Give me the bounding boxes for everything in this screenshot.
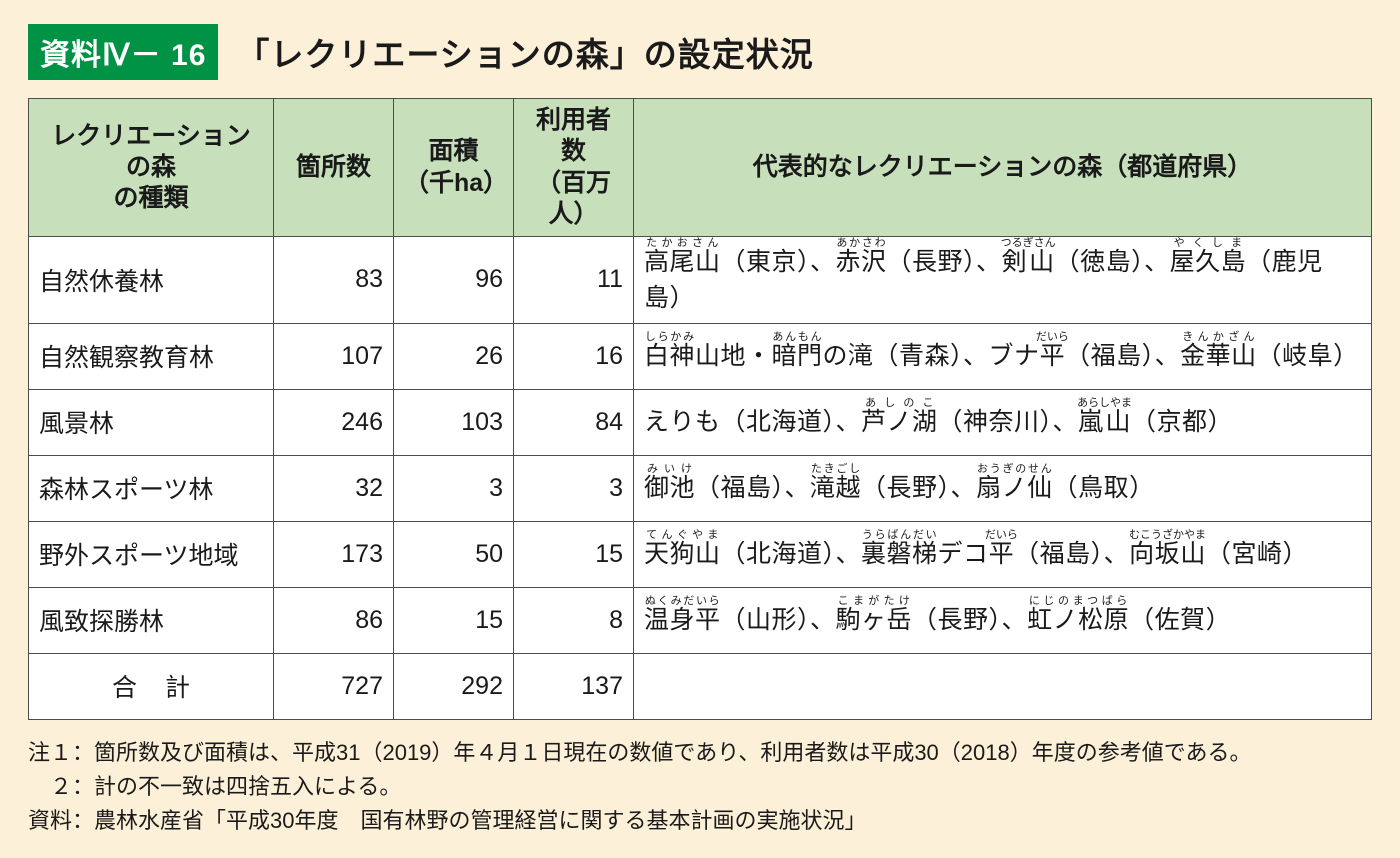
cell-type: 風致探勝林 <box>29 587 274 653</box>
cell-total-count: 727 <box>274 653 394 719</box>
cell-count: 86 <box>274 587 394 653</box>
cell-users: 8 <box>514 587 634 653</box>
heading-title: 「レクリエーションの森」の設定状況 <box>236 28 813 76</box>
table-row: 野外スポーツ地域1735015天狗山てんぐやま（北海道）、裏磐梯うらばんだいデコ… <box>29 521 1372 587</box>
col-header-count: 箇所数 <box>274 99 394 237</box>
cell-count: 83 <box>274 237 394 324</box>
cell-representatives: 温身平ぬくみだいら（山形）、駒ヶ岳こまがたけ（長野）、虹ノ松原にじのまつばら（佐… <box>634 587 1372 653</box>
footnote-2: ２：計の不一致は四捨五入による。 <box>28 770 1372 804</box>
cell-count: 173 <box>274 521 394 587</box>
cell-users: 84 <box>514 389 634 455</box>
col-header-type: レクリエーションの森の種類 <box>29 99 274 237</box>
heading-badge: 資料Ⅳ－ 16 <box>28 24 218 80</box>
cell-count: 107 <box>274 323 394 389</box>
cell-area: 50 <box>394 521 514 587</box>
cell-users: 11 <box>514 237 634 324</box>
table-row: 自然観察教育林1072616白神しらかみ山地・暗門あんもんの滝（青森）、ブナ平だ… <box>29 323 1372 389</box>
document-page: 資料Ⅳ－ 16 「レクリエーションの森」の設定状況 レクリエーションの森の種類 … <box>0 0 1400 858</box>
footnote-source: 資料：農林水産省「平成30年度 国有林野の管理経営に関する基本計画の実施状況」 <box>28 804 1372 838</box>
table-total-row: 合計727292137 <box>29 653 1372 719</box>
cell-total-users: 137 <box>514 653 634 719</box>
footnotes: 注１：箇所数及び面積は、平成31（2019）年４月１日現在の数値であり、利用者数… <box>28 736 1372 838</box>
cell-users: 16 <box>514 323 634 389</box>
cell-count: 32 <box>274 455 394 521</box>
table-body: 自然休養林839611高尾山たかおさん（東京）、赤沢あかさわ（長野）、剣山つるぎ… <box>29 237 1372 720</box>
table-header-row: レクリエーションの森の種類 箇所数 面積（千ha） 利用者数（百万人） 代表的な… <box>29 99 1372 237</box>
cell-users: 15 <box>514 521 634 587</box>
cell-type: 自然観察教育林 <box>29 323 274 389</box>
cell-type: 自然休養林 <box>29 237 274 324</box>
cell-representatives: 高尾山たかおさん（東京）、赤沢あかさわ（長野）、剣山つるぎさん（徳島）、屋久島や… <box>634 237 1372 324</box>
cell-total-label: 合計 <box>29 653 274 719</box>
cell-representatives: 白神しらかみ山地・暗門あんもんの滝（青森）、ブナ平だいら（福島）、金華山きんかざ… <box>634 323 1372 389</box>
cell-area: 3 <box>394 455 514 521</box>
col-header-users: 利用者数（百万人） <box>514 99 634 237</box>
cell-area: 15 <box>394 587 514 653</box>
cell-total-area: 292 <box>394 653 514 719</box>
cell-area: 26 <box>394 323 514 389</box>
footnote-1: 注１：箇所数及び面積は、平成31（2019）年４月１日現在の数値であり、利用者数… <box>28 736 1372 770</box>
table-row: 自然休養林839611高尾山たかおさん（東京）、赤沢あかさわ（長野）、剣山つるぎ… <box>29 237 1372 324</box>
cell-area: 103 <box>394 389 514 455</box>
cell-total-rep <box>634 653 1372 719</box>
cell-users: 3 <box>514 455 634 521</box>
cell-count: 246 <box>274 389 394 455</box>
cell-representatives: えりも（北海道）、芦ノ湖あしのこ（神奈川）、嵐山あらしやま（京都） <box>634 389 1372 455</box>
cell-area: 96 <box>394 237 514 324</box>
recreation-forest-table: レクリエーションの森の種類 箇所数 面積（千ha） 利用者数（百万人） 代表的な… <box>28 98 1372 720</box>
table-row: 風致探勝林86158温身平ぬくみだいら（山形）、駒ヶ岳こまがたけ（長野）、虹ノ松… <box>29 587 1372 653</box>
cell-representatives: 御池みいけ（福島）、滝越たきごし（長野）、扇ノ仙おうぎのせん（鳥取） <box>634 455 1372 521</box>
cell-representatives: 天狗山てんぐやま（北海道）、裏磐梯うらばんだいデコ平だいら（福島）、向坂山むこう… <box>634 521 1372 587</box>
col-header-representatives: 代表的なレクリエーションの森（都道府県） <box>634 99 1372 237</box>
col-header-area: 面積（千ha） <box>394 99 514 237</box>
cell-type: 森林スポーツ林 <box>29 455 274 521</box>
table-row: 森林スポーツ林3233御池みいけ（福島）、滝越たきごし（長野）、扇ノ仙おうぎのせ… <box>29 455 1372 521</box>
cell-type: 風景林 <box>29 389 274 455</box>
table-row: 風景林24610384えりも（北海道）、芦ノ湖あしのこ（神奈川）、嵐山あらしやま… <box>29 389 1372 455</box>
document-heading: 資料Ⅳ－ 16 「レクリエーションの森」の設定状況 <box>28 24 1372 80</box>
cell-type: 野外スポーツ地域 <box>29 521 274 587</box>
